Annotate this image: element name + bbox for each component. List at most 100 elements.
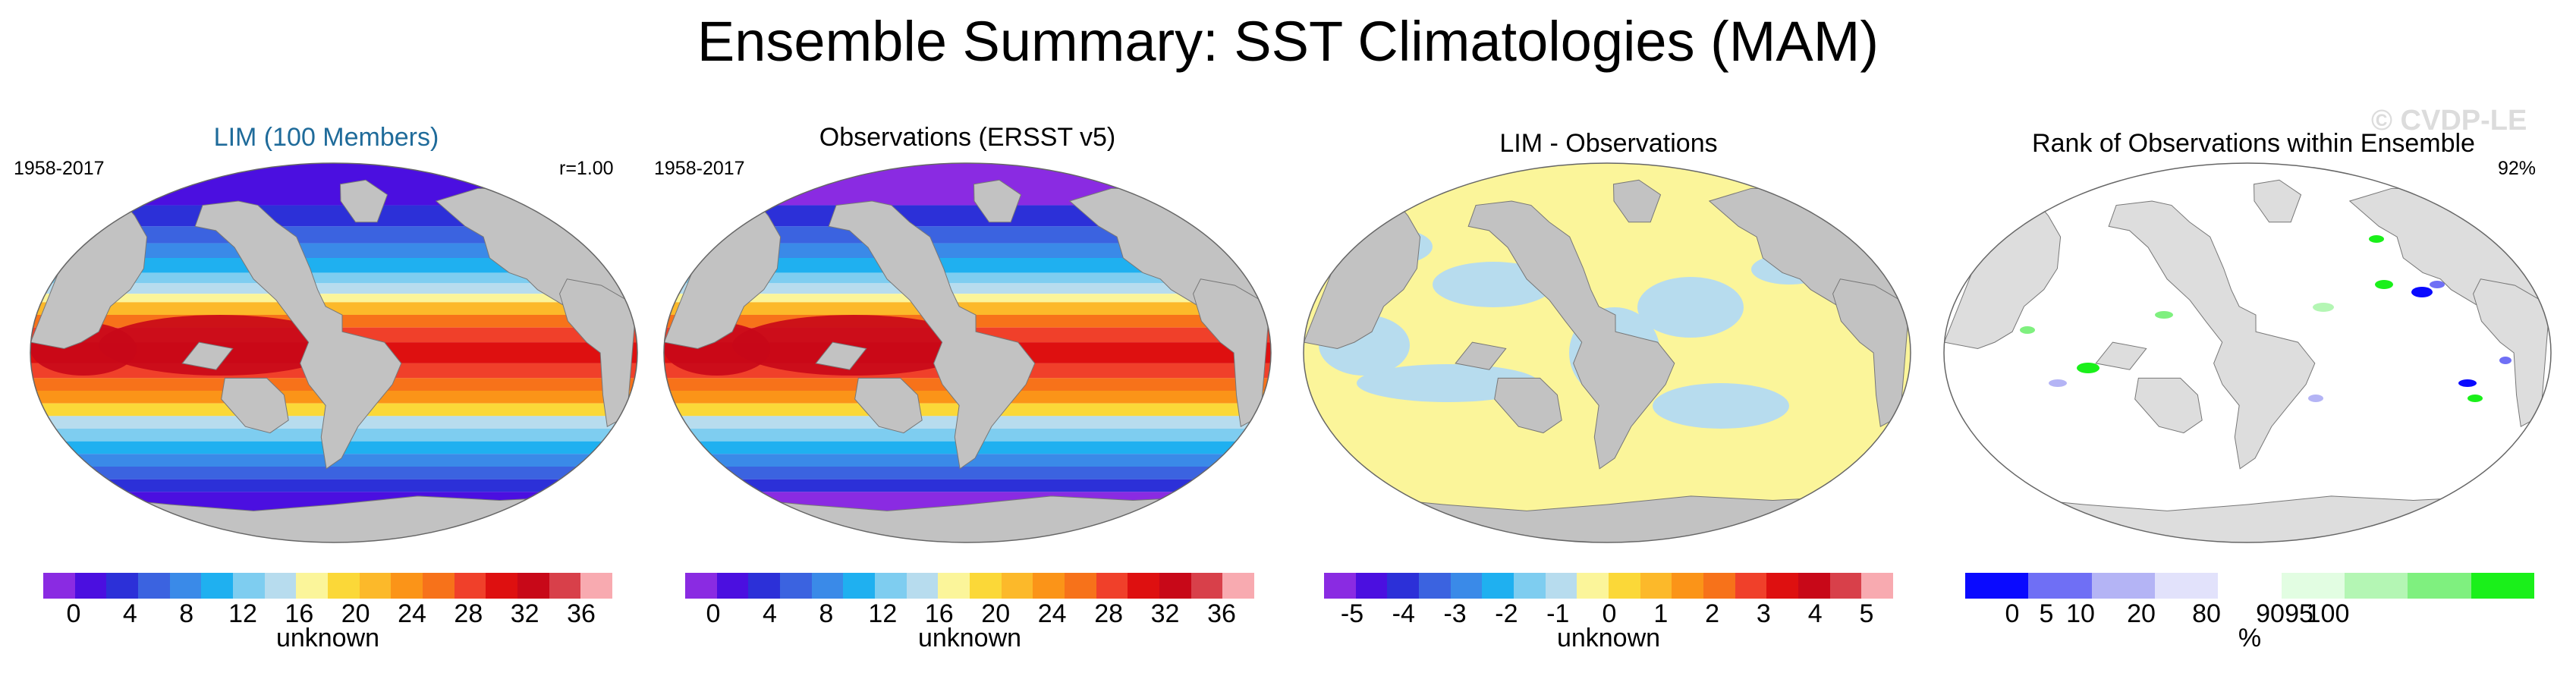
sst-band: [30, 283, 637, 294]
panel-title-lim: LIM (100 Members): [213, 123, 439, 152]
colorbar-swatch: [106, 573, 139, 599]
colorbar-swatch: [1829, 573, 1862, 599]
colorbar-swatch: [328, 573, 360, 599]
colorbar-swatch: [1514, 573, 1546, 599]
land-africa: [1832, 278, 1909, 428]
colorbar-label-observations: unknown: [917, 624, 1022, 652]
rank-spot: [2049, 379, 2067, 387]
colorbar-swatch: [1798, 573, 1830, 599]
colorbar-swatch: [1222, 573, 1255, 599]
panel-period-lim: 1958-2017: [14, 158, 105, 179]
colorbar-swatch: [2028, 573, 2092, 599]
sst-band: [664, 294, 1271, 303]
colorbar-swatch: [1640, 573, 1672, 599]
colorbar-tick-label: 16: [924, 599, 954, 628]
colorbar-swatch: [970, 573, 1002, 599]
colorbar-tick-label: 4: [122, 599, 137, 628]
colorbar-swatch: [74, 573, 107, 599]
panel-correlation-lim: r=1.00: [559, 158, 614, 179]
panel-rank-percent: 92%: [2498, 158, 2537, 179]
land-greenland: [2254, 179, 2302, 223]
colorbar-swatch: [1190, 573, 1223, 599]
land-australia: [1494, 377, 1562, 434]
colorbar-tick-label: 0: [706, 599, 721, 628]
colorbar-swatch: [201, 573, 234, 599]
colorbar-swatch: [1355, 573, 1388, 599]
sst-band: [30, 258, 637, 273]
map-observations-sst: [663, 162, 1272, 543]
sst-band: [30, 467, 637, 479]
colorbar-swatch: [1128, 573, 1160, 599]
land-africa: [559, 278, 636, 428]
colorbar-swatch: [780, 573, 812, 599]
land-greenland: [973, 179, 1022, 223]
colorbar-tick-label: 5: [1859, 599, 1874, 628]
colorbar-swatch: [2408, 573, 2471, 599]
sst-band: [30, 243, 637, 258]
sst-band: [664, 479, 1271, 492]
colorbar-swatch: [264, 573, 297, 599]
colorbar-swatch: [1545, 573, 1577, 599]
colorbar-label-difference: unknown: [1556, 624, 1661, 652]
panel-title-rank: Rank of Observations within Ensemble: [2032, 129, 2475, 158]
sst-band: [664, 272, 1271, 284]
rank-spot: [2020, 326, 2035, 334]
colorbar-tick-label: -1: [1546, 599, 1570, 628]
colorbar-swatch: [2471, 573, 2534, 599]
colorbar-tick-label: 0: [1602, 599, 1617, 628]
land-americas: [828, 200, 1036, 470]
rank-spot: [2467, 395, 2483, 402]
colorbar-swatch: [43, 573, 75, 599]
rank-spot: [2313, 303, 2334, 312]
colorbar-swatch: [169, 573, 202, 599]
colorbar-tick-label: 20: [981, 599, 1011, 628]
sst-band: [664, 283, 1271, 294]
colorbar-tick-label: 1: [1653, 599, 1669, 628]
land-eurasia_w: [664, 200, 782, 349]
sst-band: [30, 272, 637, 284]
main-title: Ensemble Summary: SST Climatologies (MAM…: [697, 10, 1879, 73]
colorbar-swatch: [1672, 573, 1704, 599]
colorbar-swatch: [2218, 573, 2282, 599]
watermark: © CVDP-LE: [2371, 105, 2527, 137]
land-indonesia: [2095, 341, 2147, 370]
rank-spot: [2458, 379, 2477, 387]
colorbar-tick-label: 3: [1756, 599, 1771, 628]
colorbar-tick-label: 8: [819, 599, 834, 628]
warm-pool-west-pacific: [732, 315, 975, 376]
rank-spot: [2411, 287, 2433, 297]
land-australia: [2134, 377, 2203, 434]
colorbar-tick-label: 5: [2039, 599, 2054, 628]
rank-spot: [2369, 235, 2384, 243]
colorbar-rank: [1965, 573, 2534, 599]
colorbar-tick-label: 0: [2005, 599, 2020, 628]
colorbar-lim: [43, 573, 613, 599]
colorbar-tick-label: 28: [454, 599, 483, 628]
land-africa: [2473, 278, 2549, 428]
colorbar-swatch: [2154, 573, 2219, 599]
sst-band: [30, 294, 637, 303]
map-outline: [663, 162, 1272, 543]
colorbar-tick-label: -2: [1495, 599, 1518, 628]
land-australia: [854, 377, 923, 434]
map-lim-sst: [30, 162, 638, 543]
diff-negative-region: [1637, 277, 1744, 338]
colorbar-label-lim: unknown: [275, 624, 380, 652]
land-indonesia: [1455, 341, 1507, 370]
colorbar-tick-label: -4: [1392, 599, 1415, 628]
colorbar-tick-label: 12: [228, 599, 257, 628]
colorbar-tick-label: 0: [66, 599, 81, 628]
colorbar-tick-label: 36: [1207, 599, 1236, 628]
map-difference: [1303, 162, 1911, 543]
colorbar-tick-label: 4: [1807, 599, 1823, 628]
colorbar-swatch: [1419, 573, 1451, 599]
colorbar-swatch: [1766, 573, 1799, 599]
sst-band: [664, 243, 1271, 258]
land-americas: [194, 200, 402, 470]
sst-band: [664, 163, 1271, 206]
colorbar-swatch: [2281, 573, 2345, 599]
rank-spot: [2077, 363, 2099, 373]
colorbar-tick-label: 24: [1037, 599, 1067, 628]
colorbar-tick-label: 32: [1150, 599, 1180, 628]
colorbar-swatch: [549, 573, 581, 599]
